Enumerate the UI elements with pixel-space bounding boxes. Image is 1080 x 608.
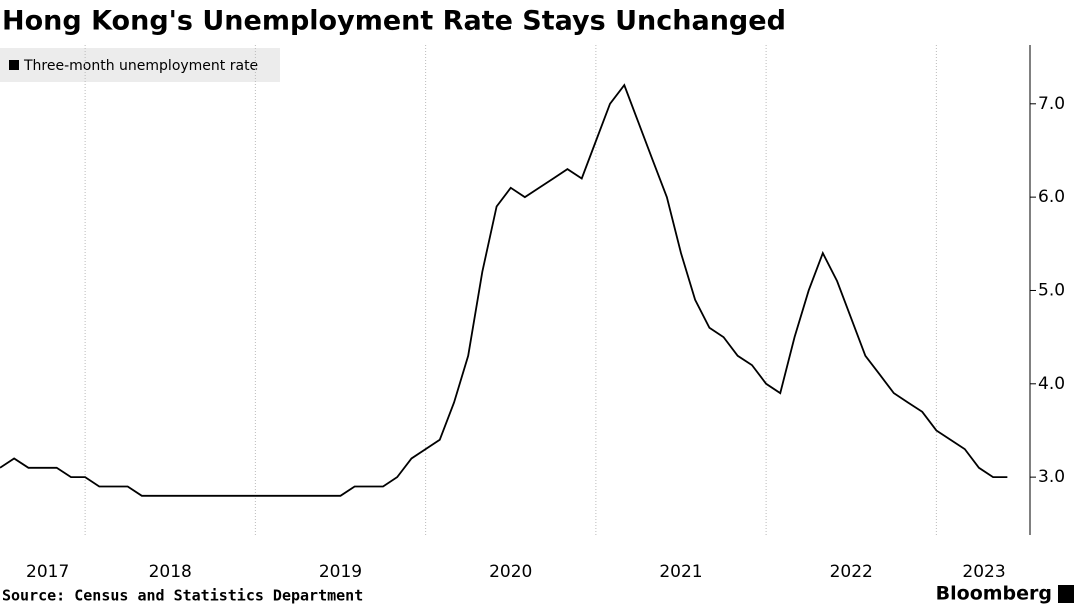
source: Source: Census and Statistics Department — [2, 587, 363, 605]
chart-title: Hong Kong's Unemployment Rate Stays Unch… — [2, 6, 786, 37]
x-tick-label: 2022 — [830, 562, 873, 582]
y-tick-label: 6.0 — [1038, 187, 1065, 207]
x-tick-label: 2021 — [659, 562, 702, 582]
legend-swatch — [9, 60, 19, 70]
brand-icon — [1058, 585, 1074, 603]
y-tick-label: 4.0 — [1038, 374, 1065, 394]
y-tick-label: 3.0 — [1038, 467, 1065, 487]
x-tick-label: 2023 — [962, 562, 1005, 582]
legend-box — [0, 48, 280, 82]
x-tick-label: 2019 — [319, 562, 362, 582]
x-tick-label: 2018 — [149, 562, 192, 582]
x-tick-label: 2017 — [26, 562, 69, 582]
x-tick-label: 2020 — [489, 562, 532, 582]
y-tick-label: 5.0 — [1038, 280, 1065, 300]
line-series — [0, 83, 1008, 497]
legend-label: Three-month unemployment rate — [23, 58, 258, 74]
brand-logo: Bloomberg — [936, 583, 1052, 605]
y-tick-label: 7.0 — [1038, 94, 1065, 114]
